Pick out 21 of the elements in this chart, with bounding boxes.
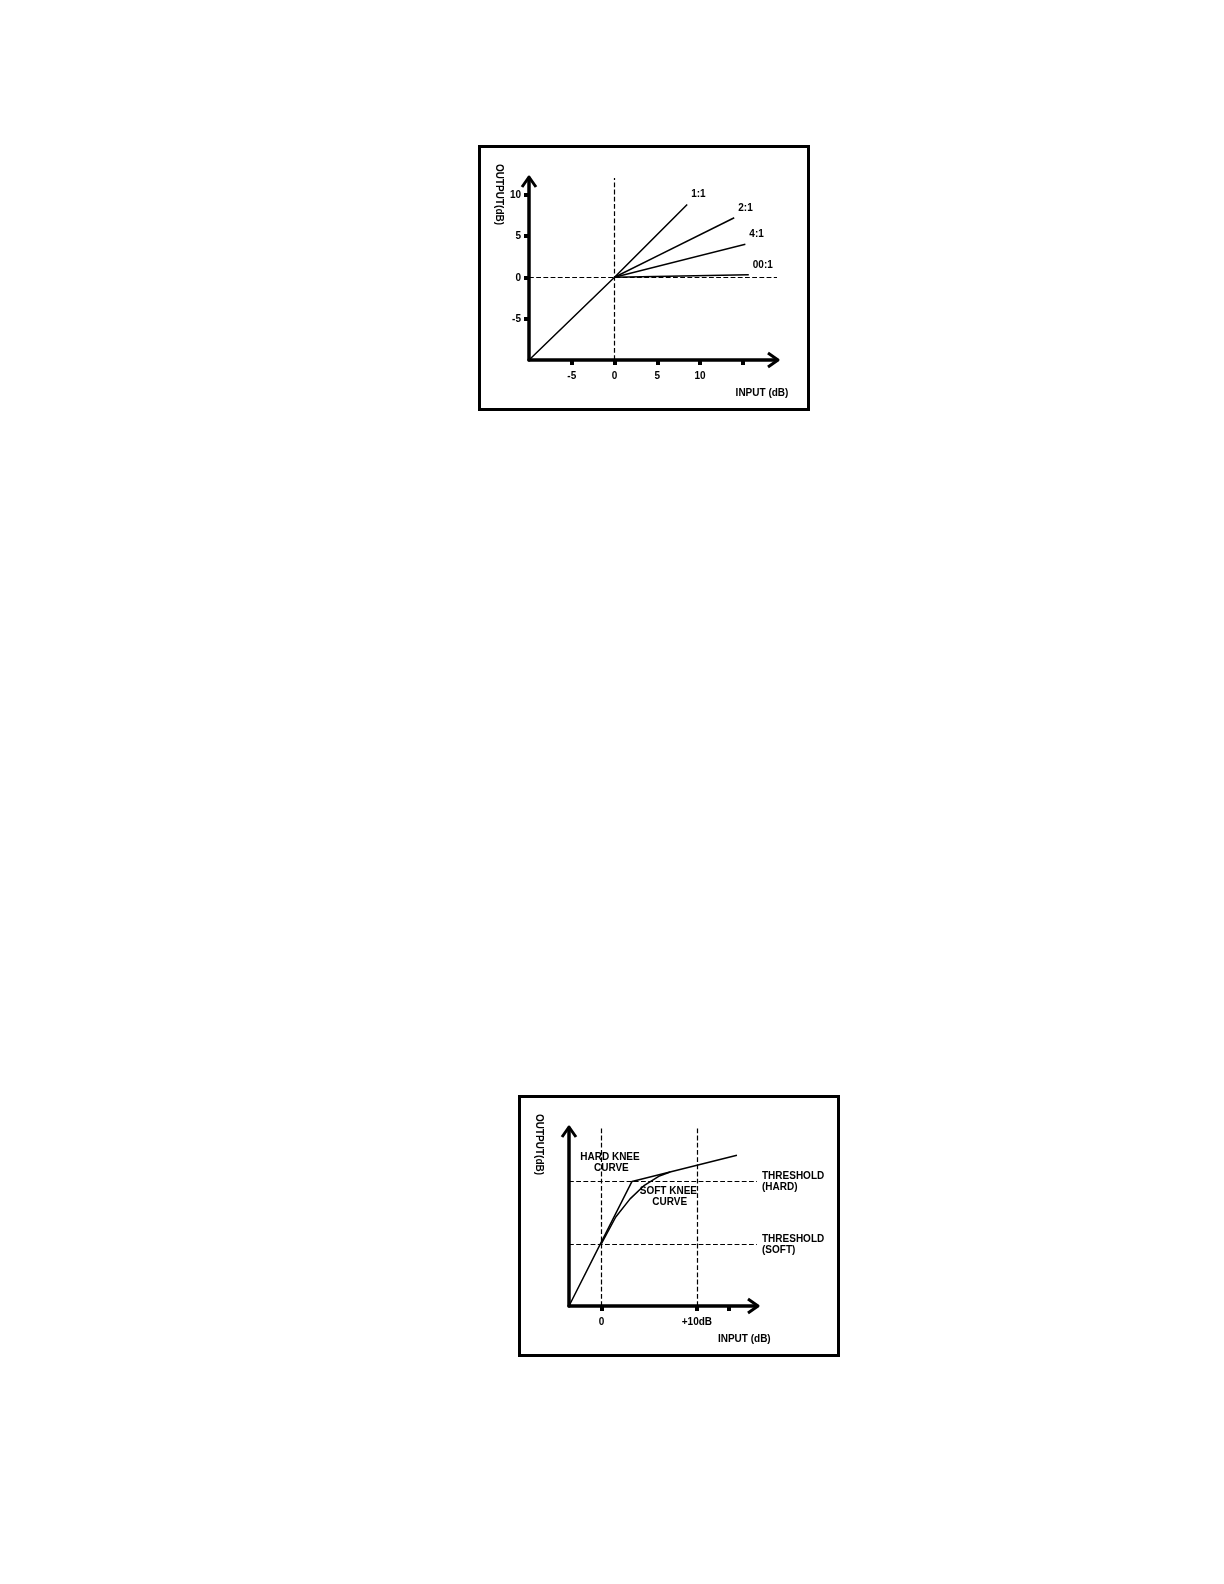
x-tick-label: 5	[654, 369, 661, 381]
y-axis-title: OUTPUT(dB)	[493, 164, 505, 226]
y-axis-title: OUTPUT(dB)	[533, 1114, 545, 1176]
ref-line-label: THRESHOLD (HARD)	[762, 1169, 827, 1192]
series-label: 1:1	[691, 188, 707, 200]
x-tick-label: 0	[611, 369, 618, 381]
x-tick-label: +10dB	[681, 1315, 713, 1327]
x-axis-title: INPUT (dB)	[717, 1332, 771, 1344]
x-tick-label: -5	[567, 369, 577, 381]
y-tick-label: 0	[515, 271, 522, 283]
x-axis-title: INPUT (dB)	[735, 386, 789, 398]
x-tick-label: 10	[694, 369, 707, 381]
y-tick-label: -5	[512, 313, 522, 325]
series-label: 4:1	[749, 228, 765, 240]
series-label: SOFT KNEE CURVE	[639, 1185, 698, 1208]
ref-line-label: THRESHOLD (SOFT)	[762, 1233, 827, 1256]
y-tick-label: 5	[515, 230, 522, 242]
series-label: HARD KNEE CURVE	[580, 1151, 641, 1174]
series-label: 00:1	[752, 258, 774, 270]
y-tick-label: 10	[509, 189, 522, 201]
series-label: 2:1	[738, 201, 754, 213]
